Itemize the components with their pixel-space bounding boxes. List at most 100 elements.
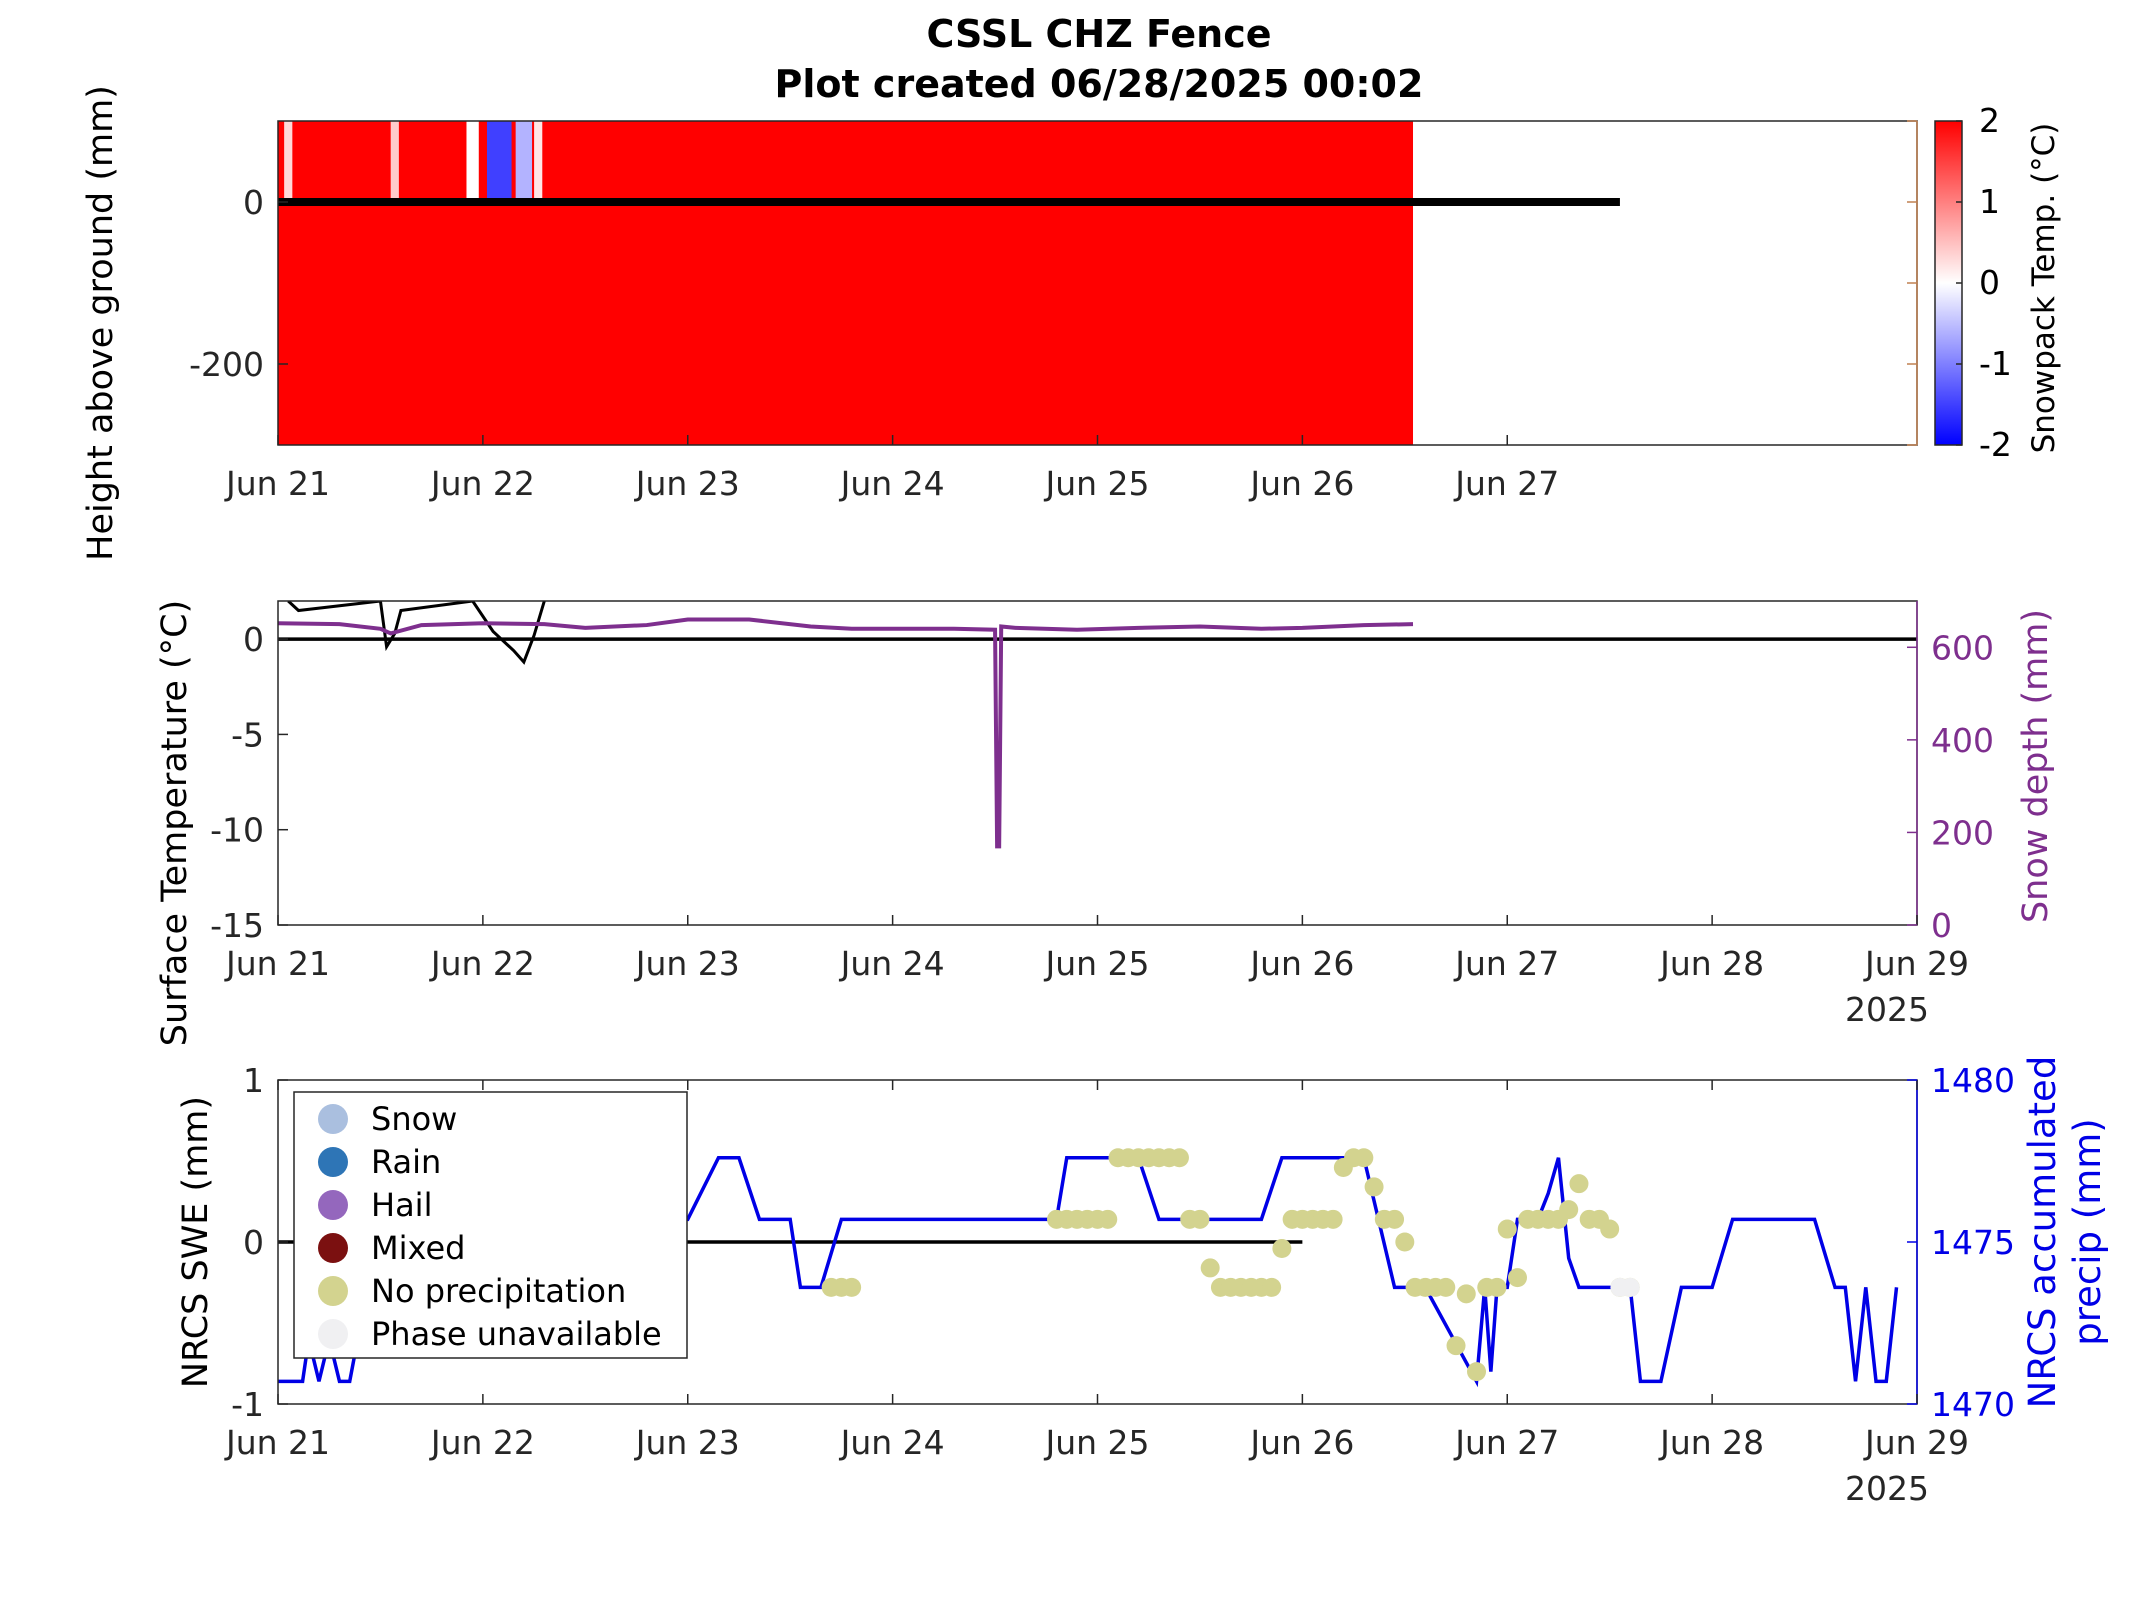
phase-point-no-precip xyxy=(1569,1174,1589,1194)
chart-title-line1: CSSL CHZ Fence xyxy=(926,12,1271,56)
snowpack-temp-panel: Jun 21 Jun 22 Jun 23 Jun 24 Jun 25 Jun 26 Jun … xyxy=(81,85,2062,561)
x-tick-label-4: Jun 25 xyxy=(1043,464,1149,503)
y-tick-label-1: -200 xyxy=(189,345,264,384)
y-axis-label: NRCS SWE (mm) xyxy=(176,1096,216,1388)
y-tick-label-0: 0 xyxy=(243,183,264,222)
y2-tick-label-1: 1475 xyxy=(1931,1223,2015,1262)
y-tick-label-2: -1 xyxy=(231,1385,264,1424)
y-tick-label-3: -15 xyxy=(210,906,264,945)
y-axis-label: Surface Temperature (°C) xyxy=(155,600,195,1047)
legend-marker-4 xyxy=(318,1276,348,1306)
x-tick-label-8: Jun 29 xyxy=(1863,944,1969,983)
legend-marker-5 xyxy=(318,1319,348,1349)
phase-point-no-precip xyxy=(1559,1200,1579,1220)
x-tick-label-2: Jun 23 xyxy=(634,1423,740,1462)
phase-point-no-precip xyxy=(1364,1177,1384,1197)
legend-label-3: Mixed xyxy=(371,1229,465,1267)
x-tick-label-0: Jun 21 xyxy=(224,944,330,983)
heatmap-cell-1 xyxy=(390,121,399,202)
legend-label-5: Phase unavailable xyxy=(371,1315,662,1353)
colorbar-tick-label-2: 0 xyxy=(1979,263,2000,302)
y-tick-label-1: 0 xyxy=(243,1223,264,1262)
phase-point-no-precip xyxy=(842,1277,862,1297)
heatmap-cell-4 xyxy=(515,121,533,202)
phase-point-no-precip xyxy=(1487,1277,1507,1297)
legend-marker-3 xyxy=(318,1233,348,1263)
x-tick-label-1: Jun 22 xyxy=(429,1423,535,1462)
y2-axis-label-line1: NRCS accumulated xyxy=(2021,1056,2064,1409)
colorbar-label: Snowpack Temp. (°C) xyxy=(2026,123,2062,454)
phase-point-no-precip xyxy=(1190,1209,1210,1229)
x-tick-label-1: Jun 22 xyxy=(429,464,535,503)
heatmap-cell-0 xyxy=(284,121,293,202)
phase-point-no-precip xyxy=(1098,1209,1118,1229)
x-tick-label-3: Jun 24 xyxy=(839,464,945,503)
snow-depth-line xyxy=(278,617,1414,849)
plot-area xyxy=(278,601,1917,925)
x-tick-label-5: Jun 26 xyxy=(1248,944,1354,983)
y-tick-label-2: -10 xyxy=(210,811,264,850)
phase-point-no-precip xyxy=(1354,1148,1374,1168)
surface-temp-panel: Jun 21 Jun 22 Jun 23 Jun 24 Jun 25 Jun 26 Jun … xyxy=(155,600,2056,1047)
phase-point-no-precip xyxy=(1395,1232,1415,1252)
x-tick-label-2: Jun 23 xyxy=(634,464,740,503)
phase-point-no-precip xyxy=(1507,1268,1527,1288)
legend-label-4: No precipitation xyxy=(371,1272,626,1310)
chart-title-line2: Plot created 06/28/2025 00:02 xyxy=(775,62,1424,106)
y2-tick-label-0: 1480 xyxy=(1931,1061,2015,1100)
x-tick-label-4: Jun 25 xyxy=(1043,1423,1149,1462)
heatmap-cell-2 xyxy=(466,121,479,202)
legend: Snow Rain Hail Mixed No precipitation Phase u… xyxy=(293,1091,688,1359)
y-axis-label: Height above ground (mm) xyxy=(81,85,121,561)
y2-tick-label-2: 1470 xyxy=(1931,1385,2015,1424)
y2-tick-label-0: 600 xyxy=(1931,628,1994,667)
x-tick-label-6: Jun 27 xyxy=(1453,944,1559,983)
phase-point-no-precip xyxy=(1272,1238,1292,1258)
y2-axis-label-line2: precip (mm) xyxy=(2066,1118,2109,1345)
y-tick-label-0: 0 xyxy=(243,620,264,659)
heatmap-fill xyxy=(278,121,1414,445)
phase-point-no-precip xyxy=(1467,1362,1487,1382)
phase-point-no-precip xyxy=(1446,1336,1466,1356)
legend-marker-0 xyxy=(318,1104,348,1134)
phase-point-no-precip xyxy=(1385,1209,1405,1229)
x-year-label: 2025 xyxy=(1845,1469,1929,1508)
legend-label-1: Rain xyxy=(371,1143,441,1181)
legend-marker-2 xyxy=(318,1190,348,1220)
x-tick-label-1: Jun 22 xyxy=(429,944,535,983)
colorbar-tick-label-0: 2 xyxy=(1979,101,2000,140)
y-tick-label-1: -5 xyxy=(231,715,264,754)
colorbar-tick-label-1: 1 xyxy=(1979,182,2000,221)
phase-point-no-precip xyxy=(1456,1284,1476,1304)
legend-marker-1 xyxy=(318,1147,348,1177)
x-tick-label-6: Jun 27 xyxy=(1453,464,1559,503)
phase-point-no-precip xyxy=(1600,1219,1620,1239)
x-year-label: 2025 xyxy=(1845,990,1929,1029)
heatmap-cell-3 xyxy=(486,121,512,202)
phase-point-no-precip xyxy=(1323,1209,1343,1229)
x-tick-label-0: Jun 21 xyxy=(224,464,330,503)
legend-box xyxy=(293,1091,688,1359)
x-tick-label-7: Jun 28 xyxy=(1658,944,1764,983)
legend-label-2: Hail xyxy=(371,1186,432,1224)
x-tick-label-7: Jun 28 xyxy=(1658,1423,1764,1462)
y2-tick-label-2: 200 xyxy=(1931,813,1994,852)
phase-point-no-precip xyxy=(1200,1258,1220,1278)
phase-point-no-precip xyxy=(1497,1219,1517,1239)
x-tick-label-8: Jun 29 xyxy=(1863,1423,1969,1462)
colorbar-tick-label-4: -2 xyxy=(1979,425,2012,464)
x-tick-label-5: Jun 26 xyxy=(1248,1423,1354,1462)
swe-precip-panel: Jun 21 Jun 22 Jun 23 Jun 24 Jun 25 Jun 26 Jun … xyxy=(176,1056,2109,1508)
x-tick-label-3: Jun 24 xyxy=(839,944,945,983)
x-tick-label-3: Jun 24 xyxy=(839,1423,945,1462)
x-tick-label-2: Jun 23 xyxy=(634,944,740,983)
x-tick-label-6: Jun 27 xyxy=(1453,1423,1559,1462)
x-tick-label-0: Jun 21 xyxy=(224,1423,330,1462)
heatmap-cell-5 xyxy=(534,121,543,202)
precip-line xyxy=(278,1156,1899,1388)
x-tick-label-5: Jun 26 xyxy=(1248,464,1354,503)
legend-label-0: Snow xyxy=(371,1100,457,1138)
y2-tick-label-3: 0 xyxy=(1931,906,1952,945)
phase-point-no-precip xyxy=(1436,1277,1456,1297)
